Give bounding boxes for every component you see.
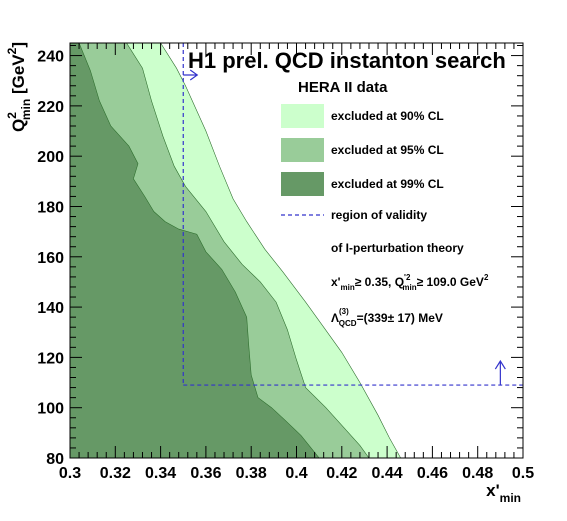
chart-subtitle: HERA II data: [298, 79, 388, 96]
y-tick-label: 140: [37, 300, 64, 317]
axis-ticks: [69, 43, 524, 459]
legend-label-1: excluded at 90% CL: [331, 109, 444, 123]
x-tick-label: 0.44: [372, 465, 403, 482]
x-tick-label: 0.34: [145, 465, 176, 482]
exclusion-boundary-1: [70, 43, 401, 458]
exclusion-areas: [70, 43, 401, 458]
x-tick-label: 0.3: [59, 465, 81, 482]
legend-label-2: excluded at 95% CL: [331, 143, 444, 157]
tick-labels: 0.3 0.32 0.34 0.36 0.38 0.4 0.42 0.44 0.46 0.48 0.…: [37, 49, 534, 482]
validity-arrow-up: [494, 359, 506, 386]
x-tick-label: 0.48: [462, 465, 493, 482]
validity-region-lines: [182, 43, 523, 386]
y-tick-label: 120: [37, 350, 64, 367]
exclusion-boundary-3: [70, 43, 320, 458]
legend: excluded at 90% CL excluded at 95% CL excl…: [281, 104, 489, 328]
legend-swatch-2: [281, 138, 324, 162]
legend-swatch-1: [281, 104, 324, 128]
y-tick-label: 160: [37, 250, 64, 267]
exclusion-area-3: [70, 43, 320, 458]
x-tick-label: 0.32: [100, 465, 131, 482]
x-tick-label: 0.46: [417, 465, 448, 482]
y-tick-label: 180: [37, 199, 64, 216]
y-tick-label: 80: [46, 451, 64, 468]
x-axis-title: x'min: [486, 481, 521, 505]
exclusion-boundary-2: [70, 43, 370, 458]
x-tick-label: 0.36: [190, 465, 221, 482]
x-tick-label: 0.5: [512, 465, 534, 482]
legend-label-4: region of validity: [331, 208, 427, 222]
legend-swatch-3: [281, 172, 324, 196]
validity-arrow-right: [183, 69, 199, 81]
x-tick-label: 0.4: [285, 465, 307, 482]
x-tick-label: 0.38: [236, 465, 267, 482]
legend-note-1: of I-perturbation theory: [331, 241, 464, 255]
y-tick-label: 100: [37, 401, 64, 418]
chart-title: H1 prel. QCD instanton search: [188, 48, 506, 73]
y-tick-label: 240: [37, 49, 64, 66]
y-tick-label: 200: [37, 149, 64, 166]
legend-note-3: Λ(3) QCD=(339± 17) MeV: [331, 307, 443, 328]
legend-note-2: x'min≥ 0.35, Q'2 min≥ 109.0 GeV2: [331, 273, 489, 292]
y-axis-title: Q2min [GeV2]: [5, 42, 33, 132]
legend-label-3: excluded at 99% CL: [331, 177, 444, 191]
x-tick-label: 0.42: [326, 465, 357, 482]
y-tick-label: 220: [37, 99, 64, 116]
